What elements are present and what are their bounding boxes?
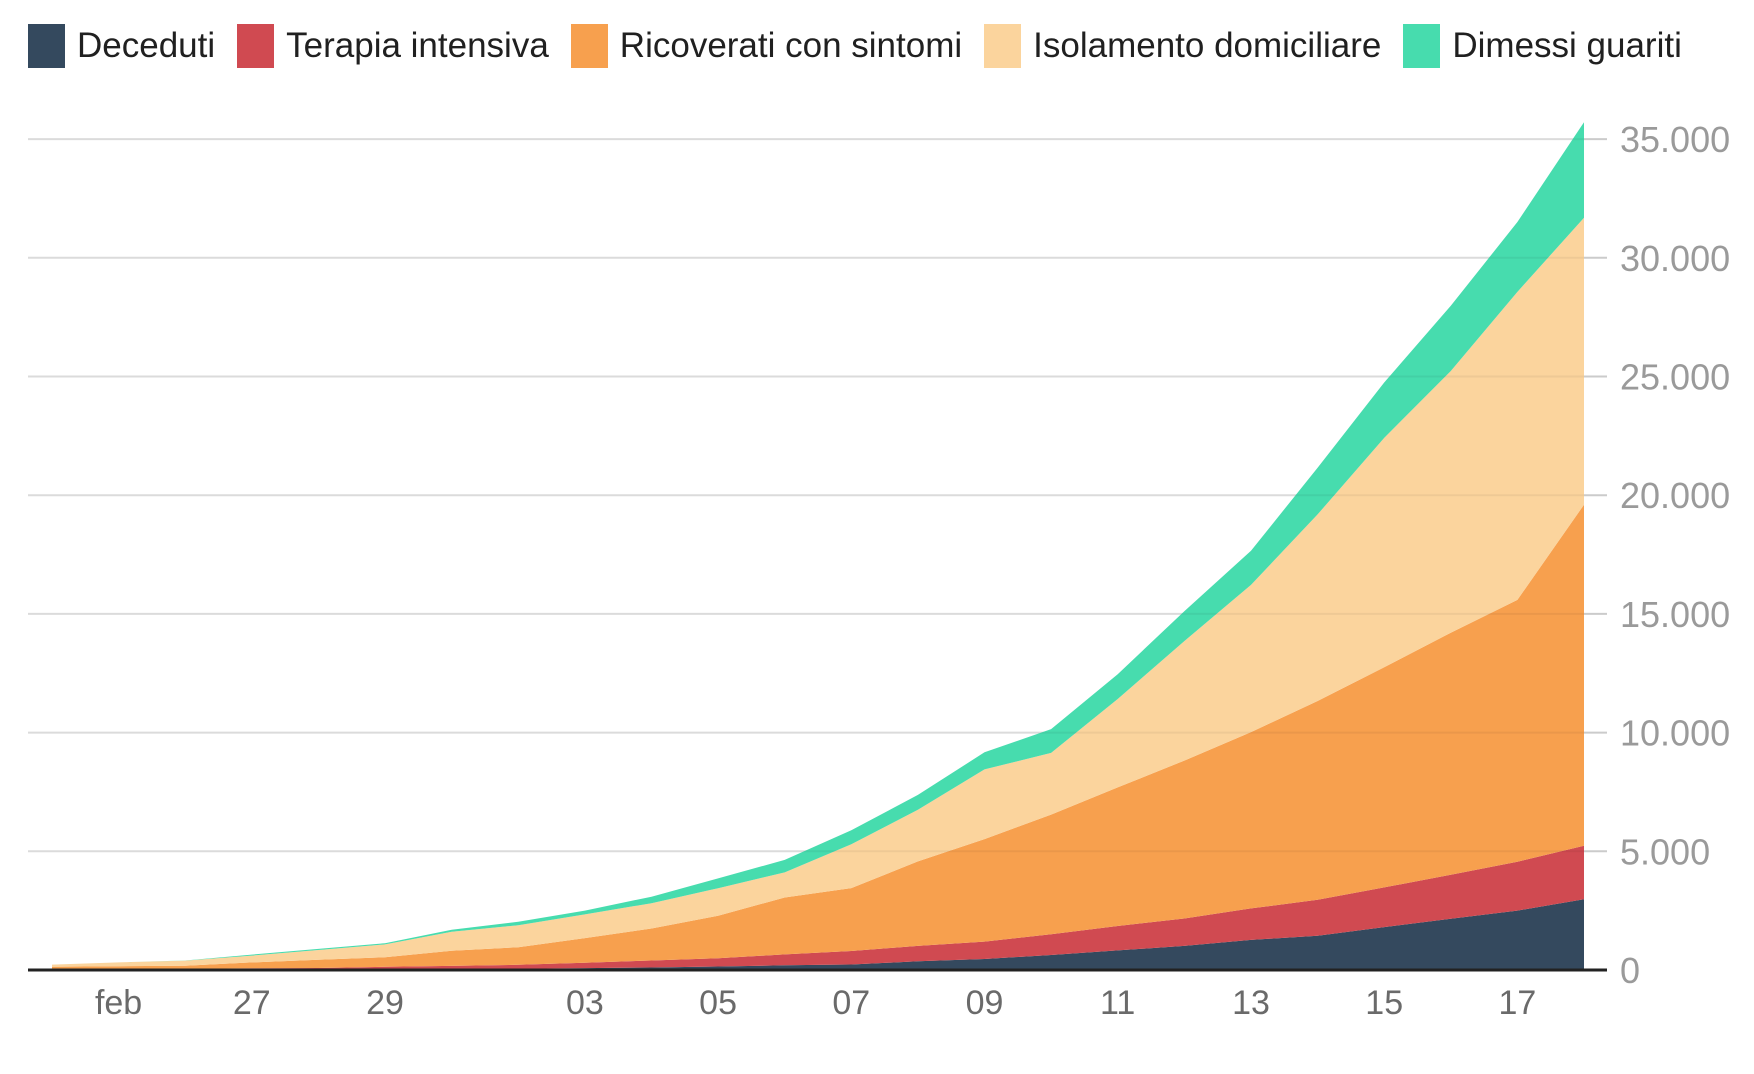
x-axis-label-27: 27	[233, 984, 271, 1022]
legend-label-terapia-intensiva: Terapia intensiva	[286, 26, 549, 65]
x-axis-label-11: 11	[1100, 984, 1135, 1022]
x-axis-label-17: 17	[1498, 984, 1536, 1022]
legend-label-deceduti: Deceduti	[77, 26, 216, 65]
legend-swatch-isolamento-domiciliare	[984, 24, 1022, 68]
legend-swatch-terapia-intensiva	[237, 24, 275, 68]
legend-item-deceduti: Deceduti	[28, 24, 215, 68]
x-axis-label-29: 29	[366, 984, 404, 1022]
y-axis-label-10.000: 10.000	[1620, 713, 1730, 754]
legend-label-dimessi-guariti: Dimessi guariti	[1452, 26, 1682, 65]
area-isolamento-domiciliare[interactable]	[52, 217, 1584, 967]
y-axis-label-20.000: 20.000	[1620, 475, 1730, 516]
legend-item-terapia-intensiva: Terapia intensiva	[237, 24, 549, 68]
y-axis-label-5.000: 5.000	[1620, 831, 1710, 872]
legend-label-ricoverati-con-sintomi: Ricoverati con sintomi	[619, 26, 963, 65]
legend-label-isolamento-domiciliare: Isolamento domiciliare	[1033, 26, 1382, 65]
legend-item-isolamento-domiciliare: Isolamento domiciliare	[984, 24, 1381, 68]
area-ricoverati-con-sintomi[interactable]	[52, 504, 1584, 970]
y-axis-label-30.000: 30.000	[1620, 238, 1730, 279]
x-axis-label-03: 03	[566, 984, 604, 1022]
y-axis-label-0: 0	[1620, 950, 1640, 991]
y-axis-label-15.000: 15.000	[1620, 594, 1730, 635]
legend-swatch-deceduti	[28, 24, 65, 68]
legend-item-dimessi-guariti: Dimessi guariti	[1403, 24, 1682, 68]
x-axis-label-09: 09	[966, 984, 1004, 1022]
x-axis-label-05: 05	[699, 984, 737, 1022]
x-axis-label-15: 15	[1365, 984, 1403, 1022]
x-axis-label-feb: feb	[95, 984, 142, 1022]
area-dimessi-guariti[interactable]	[52, 122, 1584, 965]
area-deceduti[interactable]	[52, 899, 1584, 970]
y-axis-label-25.000: 25.000	[1620, 357, 1730, 398]
legend-swatch-dimessi-guariti	[1403, 24, 1441, 68]
x-axis-label-07: 07	[832, 984, 870, 1022]
y-axis-label-35.000: 35.000	[1620, 119, 1730, 160]
x-axis-label-13: 13	[1232, 984, 1270, 1022]
area-terapia-intensiva[interactable]	[52, 845, 1584, 970]
chart-legend: Deceduti Terapia intensiva Ricoverati co…	[28, 24, 1682, 68]
legend-item-ricoverati-con-sintomi: Ricoverati con sintomi	[570, 24, 963, 68]
legend-swatch-ricoverati-con-sintomi	[570, 24, 608, 68]
